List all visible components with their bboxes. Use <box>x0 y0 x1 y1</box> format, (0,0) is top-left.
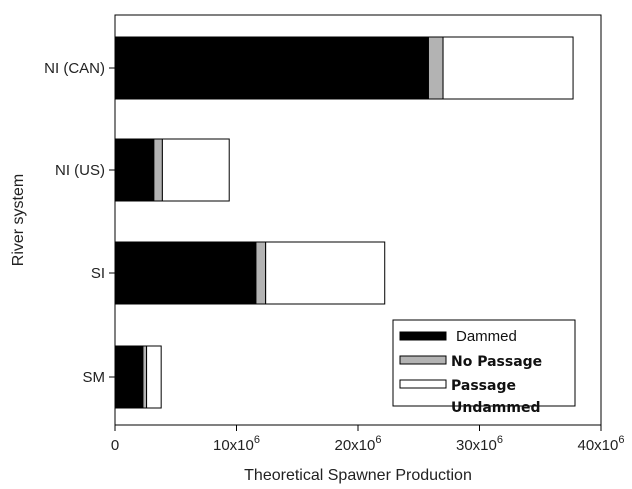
y-tick-label: SI <box>91 265 105 282</box>
legend: Dammed No Passage Passage Undammed <box>392 319 576 416</box>
bar-sm-dammed <box>114 345 144 409</box>
legend-label-no-passage: No Passage <box>451 354 542 370</box>
y-tick-label: NI (US) <box>55 162 105 179</box>
legend-swatch-passage-undammed <box>399 379 447 389</box>
bar-ni-can-no-passage <box>427 36 444 100</box>
bar-si-passage-undammed <box>265 241 386 305</box>
bar-sm-no-passage <box>142 345 148 409</box>
bar-sm-passage-undammed <box>146 345 162 409</box>
legend-label-passage: Passage <box>451 378 516 394</box>
legend-swatch-no-passage <box>399 355 447 365</box>
legend-label-undammed: Undammed <box>451 400 541 416</box>
legend-swatch-dammed <box>399 331 447 341</box>
bar-si-no-passage <box>255 241 267 305</box>
bar-ni-us-dammed <box>114 138 155 202</box>
x-axis-title: Theoretical Spawner Production <box>244 467 472 484</box>
bar-ni-us-passage-undammed <box>161 138 230 202</box>
ticks-layer: NI (CAN) NI (US) SI SM 0 10x106 20x106 30x106 40… <box>44 60 624 454</box>
x-tick-label: 40x106 <box>578 434 625 454</box>
x-tick-label: 10x106 <box>213 434 260 454</box>
bar-ni-can-passage-undammed <box>442 36 574 100</box>
x-tick-label: 30x106 <box>456 434 503 454</box>
bars-layer <box>114 36 574 409</box>
bar-ni-us-no-passage <box>153 138 163 202</box>
bar-ni-can-dammed <box>114 36 429 100</box>
x-tick-label: 20x106 <box>335 434 382 454</box>
y-tick-label: SM <box>83 369 106 386</box>
x-tick-label: 0 <box>111 437 119 454</box>
bar-si-dammed <box>114 241 257 305</box>
y-tick-label: NI (CAN) <box>44 60 105 77</box>
legend-label-dammed: Dammed <box>456 328 517 345</box>
y-axis-title: River system <box>10 174 27 266</box>
